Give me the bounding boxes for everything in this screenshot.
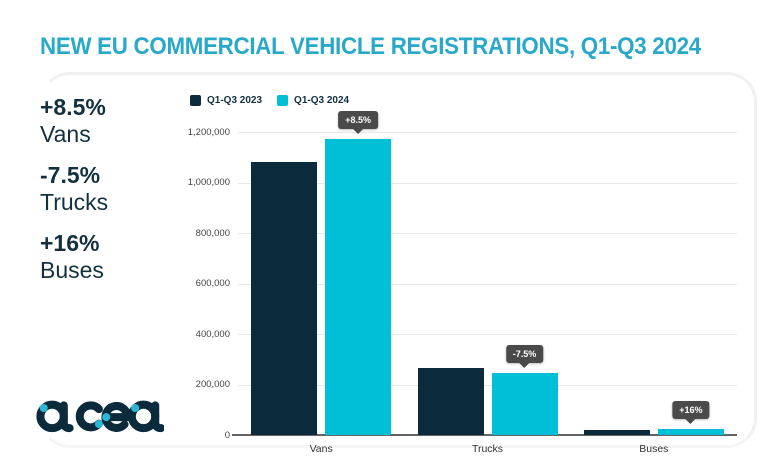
x-axis-label-buses: Buses	[639, 443, 669, 455]
gridline	[238, 233, 737, 234]
y-axis-tick-label: 1,000,000	[187, 177, 230, 188]
stat-vans-label: Vans	[40, 121, 91, 147]
bar-buses-2024	[657, 429, 724, 435]
x-axis-label-vans: Vans	[309, 443, 333, 455]
page-title: NEW EU COMMERCIAL VEHICLE REGISTRATIONS,…	[40, 33, 701, 60]
legend-swatch	[277, 95, 289, 106]
gridline	[238, 132, 737, 133]
y-axis-tick-label: 800,000	[195, 227, 230, 239]
bar-trucks-2024	[491, 373, 558, 435]
legend-label: Q1-Q3 2024	[294, 95, 350, 106]
bar-vans-2023	[251, 162, 318, 435]
change-badge-trucks: -7.5%	[505, 345, 544, 363]
x-axis-label-trucks: Trucks	[471, 443, 504, 455]
stat-vans: +8.5% Vans	[40, 94, 200, 148]
bar-trucks-2023	[417, 368, 484, 435]
stat-trucks: -7.5% Trucks	[40, 162, 200, 216]
gridline	[238, 334, 737, 335]
legend-swatch	[190, 95, 201, 106]
legend-item: Q1-Q3 2024	[277, 95, 349, 106]
stat-buses-value: +16%	[40, 230, 100, 256]
acea-logo	[36, 400, 164, 433]
chart-plot: 0 200,000 400,000 600,000 800,000 1,000,000 1,…	[188, 111, 737, 455]
y-axis-tick-label: 1,200,000	[187, 126, 230, 138]
bar-vans-2024	[325, 139, 392, 435]
gridline	[238, 385, 737, 386]
legend-item: Q1-Q3 2023	[190, 95, 262, 106]
summary-stats: +8.5% Vans -7.5% Trucks +16% Buses	[40, 94, 200, 298]
y-axis-tick-label: 400,000	[195, 328, 230, 340]
y-axis-tick-label: 0	[224, 429, 230, 441]
x-axis-line	[232, 434, 737, 436]
y-axis-tick-label: 200,000	[195, 379, 230, 390]
bar-buses-2023	[583, 430, 650, 435]
change-badge-buses: +16%	[672, 401, 710, 419]
gridline	[238, 284, 737, 285]
stat-trucks-label: Trucks	[40, 189, 109, 215]
stat-buses-label: Buses	[40, 257, 104, 283]
y-axis-tick-label: 600,000	[195, 278, 230, 289]
stat-trucks-value: -7.5%	[40, 162, 101, 188]
stat-buses: +16% Buses	[40, 230, 200, 284]
legend-label: Q1-Q3 2023	[207, 95, 263, 106]
gridline	[238, 183, 737, 184]
stat-vans-value: +8.5%	[40, 94, 106, 120]
chart-legend: Q1-Q3 2023 Q1-Q3 2024	[190, 95, 349, 106]
change-badge-vans: +8.5%	[338, 111, 379, 129]
logo-accent-dots	[39, 403, 140, 429]
